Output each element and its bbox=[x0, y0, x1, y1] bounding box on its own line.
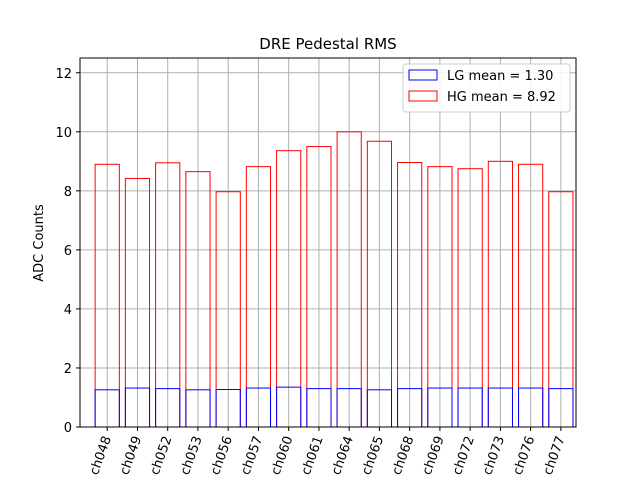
legend-box bbox=[402, 63, 571, 113]
x-tick-label: ch061 bbox=[299, 434, 327, 477]
legend-label: LG mean = 1.30 bbox=[447, 69, 553, 84]
x-tick-label: ch072 bbox=[450, 434, 478, 477]
legend-swatch bbox=[408, 90, 438, 102]
y-tick-label: 2 bbox=[64, 362, 72, 377]
y-tick-label: 10 bbox=[55, 126, 72, 141]
x-tick-label: ch068 bbox=[390, 434, 418, 477]
chart-title: DRE Pedestal RMS bbox=[259, 35, 396, 53]
x-tick-label: ch060 bbox=[269, 434, 297, 477]
plot-frame bbox=[79, 57, 577, 428]
x-tick-label: ch073 bbox=[480, 434, 508, 477]
grid bbox=[80, 58, 576, 428]
legend-label: HG mean = 8.92 bbox=[447, 90, 556, 105]
y-tick-label: 0 bbox=[64, 421, 72, 436]
x-tick-label: ch048 bbox=[87, 434, 115, 477]
legend-swatch bbox=[408, 69, 438, 81]
x-tick-label: ch053 bbox=[178, 434, 206, 477]
x-tick-label: ch049 bbox=[117, 434, 145, 477]
y-tick-label: 4 bbox=[64, 303, 72, 318]
x-tick-label: ch052 bbox=[148, 434, 176, 477]
x-tick-label: ch057 bbox=[238, 434, 266, 477]
y-axis-label: ADC Counts bbox=[32, 204, 47, 282]
bars bbox=[94, 131, 574, 428]
y-tick-label: 6 bbox=[64, 244, 72, 259]
x-tick-label: ch077 bbox=[541, 434, 569, 477]
x-tick-label: ch076 bbox=[511, 434, 539, 477]
y-tick-label: 12 bbox=[55, 67, 72, 82]
legend: LG mean = 1.30 HG mean = 8.92 bbox=[402, 63, 571, 113]
y-tick-label: 8 bbox=[64, 185, 72, 200]
x-tick-label: ch069 bbox=[420, 434, 448, 477]
x-tick-label: ch056 bbox=[208, 434, 236, 477]
x-tick-label: ch064 bbox=[329, 434, 357, 477]
x-tick-label: ch065 bbox=[359, 434, 387, 477]
